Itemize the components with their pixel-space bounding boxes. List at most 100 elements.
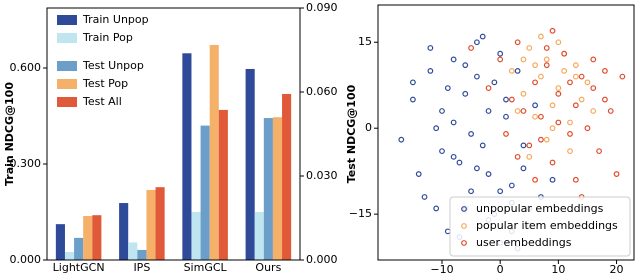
bar xyxy=(92,215,102,260)
point xyxy=(410,79,416,86)
point xyxy=(543,56,550,63)
point xyxy=(572,62,579,69)
point xyxy=(497,50,504,57)
point xyxy=(578,96,585,103)
point xyxy=(514,108,521,114)
point xyxy=(514,39,521,46)
point xyxy=(503,131,509,137)
point xyxy=(468,45,474,51)
point xyxy=(497,188,504,195)
point xyxy=(584,79,591,86)
bar xyxy=(119,203,129,260)
point xyxy=(427,45,434,51)
point xyxy=(538,73,544,80)
legend-label: user embeddings xyxy=(476,236,572,249)
bar xyxy=(64,252,75,260)
legend-swatch xyxy=(57,33,77,43)
y2-tick-label: 0.060 xyxy=(306,85,338,98)
point xyxy=(538,113,544,120)
legend-marker xyxy=(461,223,467,229)
point xyxy=(456,159,463,166)
legend-label: unpopular embeddings xyxy=(476,202,604,215)
x-tick-label: 0 xyxy=(497,263,504,275)
point xyxy=(572,102,579,109)
point xyxy=(567,79,573,86)
point xyxy=(433,125,440,132)
point xyxy=(567,148,573,155)
y-tick-label: −15 xyxy=(349,207,372,220)
bar xyxy=(83,216,93,260)
point xyxy=(474,39,480,46)
point xyxy=(474,73,480,80)
bar xyxy=(209,44,219,261)
point xyxy=(508,96,515,103)
point xyxy=(532,62,538,69)
legend-label: popular item embeddings xyxy=(476,219,618,232)
bar xyxy=(55,224,65,260)
point xyxy=(433,205,440,212)
point xyxy=(514,153,521,160)
point xyxy=(410,96,416,103)
point xyxy=(555,90,562,97)
point xyxy=(439,148,445,155)
point xyxy=(526,153,533,160)
point xyxy=(532,113,538,120)
point xyxy=(532,176,538,183)
point xyxy=(596,148,602,155)
point xyxy=(532,102,538,109)
y2-axis-label: Test NDCG@100 xyxy=(345,84,358,183)
point xyxy=(555,85,562,91)
x-tick-label: IPS xyxy=(133,261,150,274)
plot-frame xyxy=(377,4,635,261)
point xyxy=(485,85,492,91)
y-tick-label: 0.300 xyxy=(10,157,42,170)
point xyxy=(602,67,608,74)
point xyxy=(427,67,434,74)
point xyxy=(398,136,405,143)
legend-label: Train Pop xyxy=(82,31,133,44)
point xyxy=(538,136,544,143)
point xyxy=(572,73,579,80)
point xyxy=(543,62,550,69)
x-tick-label: LightGCN xyxy=(53,261,105,274)
point xyxy=(572,176,579,183)
bar xyxy=(218,109,228,260)
bar xyxy=(191,212,201,260)
y-tick-label: 15 xyxy=(358,35,372,48)
legend-marker xyxy=(461,206,467,212)
bar xyxy=(137,249,147,260)
point xyxy=(497,56,504,63)
point xyxy=(590,108,597,114)
point xyxy=(520,108,527,114)
point xyxy=(590,85,597,91)
bar xyxy=(200,125,210,260)
point xyxy=(439,108,445,114)
x-tick-label: 10 xyxy=(551,263,565,275)
point xyxy=(555,39,562,46)
point xyxy=(421,194,428,200)
y-tick-label: 0.600 xyxy=(10,61,42,74)
point xyxy=(549,125,556,132)
point xyxy=(479,33,486,40)
bar xyxy=(282,93,292,261)
point xyxy=(555,119,562,126)
point xyxy=(462,90,469,97)
y-tick-label: 0 xyxy=(365,121,372,134)
point xyxy=(450,153,457,160)
point xyxy=(526,45,533,51)
point xyxy=(532,79,538,86)
legend-label: Test All xyxy=(82,95,122,108)
bar xyxy=(263,118,273,260)
point xyxy=(561,50,568,57)
legend-swatch xyxy=(57,15,77,25)
point xyxy=(485,108,492,114)
x-tick-label: 20 xyxy=(610,263,624,275)
point xyxy=(561,67,568,74)
point xyxy=(503,113,509,120)
point xyxy=(578,73,585,80)
y2-tick-label: 0.000 xyxy=(306,253,338,266)
point xyxy=(619,73,626,80)
point xyxy=(415,171,422,177)
point xyxy=(468,131,474,137)
